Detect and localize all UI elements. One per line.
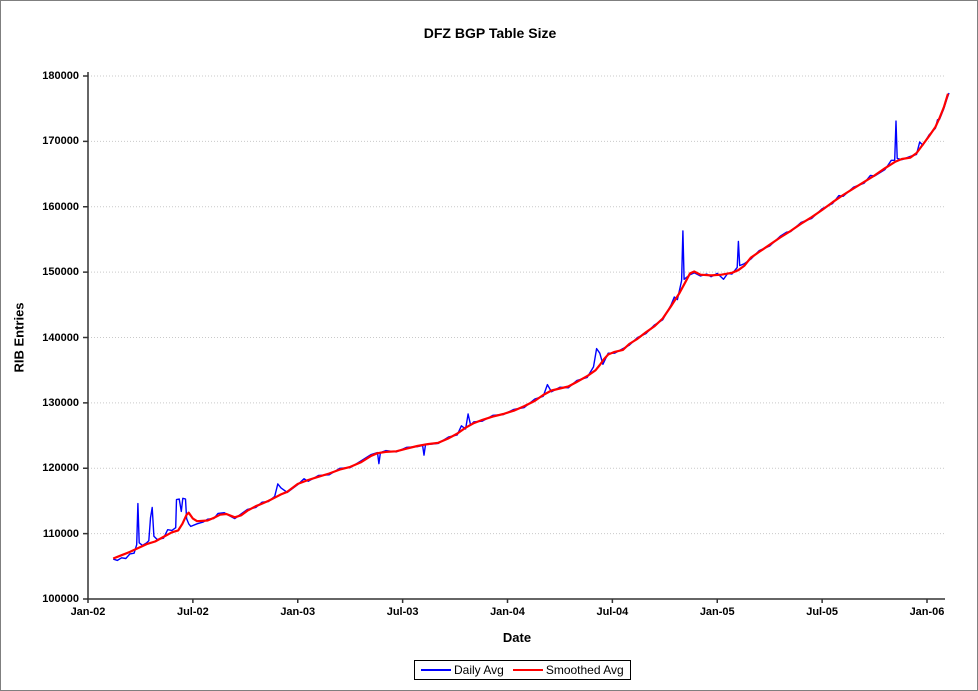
x-tick-label: Jan-03 [280, 606, 316, 618]
x-tick-label: Jul-03 [386, 606, 419, 618]
legend-label-daily-avg: Daily Avg [454, 663, 504, 677]
legend: Daily Avg Smoothed Avg [414, 660, 631, 680]
x-tick-label: Jan-05 [699, 606, 735, 618]
y-tick-label: 150000 [42, 266, 79, 279]
y-tick-label: 140000 [42, 331, 79, 344]
legend-label-smoothed-avg: Smoothed Avg [545, 663, 624, 677]
y-tick-label: 170000 [42, 135, 79, 148]
x-tick-label: Jul-05 [806, 606, 839, 618]
y-tick-label: 120000 [42, 462, 79, 475]
x-tick-label: Jan-04 [490, 606, 525, 618]
x-tick-label: Jan-06 [909, 606, 945, 618]
y-tick-label: 100000 [42, 593, 79, 605]
legend-line-daily-avg [421, 669, 451, 671]
legend-line-smoothed-avg [512, 669, 543, 671]
x-tick-label: Jan-02 [70, 606, 106, 618]
y-tick-label: 130000 [42, 396, 79, 409]
x-tick-label: Jul-02 [176, 606, 209, 618]
x-axis-title: Date [502, 630, 532, 645]
chart-title: DFZ BGP Table Size [423, 25, 557, 41]
x-tick-label: Jul-04 [596, 606, 629, 618]
y-tick-label: 180000 [42, 70, 79, 82]
y-tick-label: 160000 [42, 200, 79, 213]
y-tick-label: 110000 [42, 527, 79, 540]
